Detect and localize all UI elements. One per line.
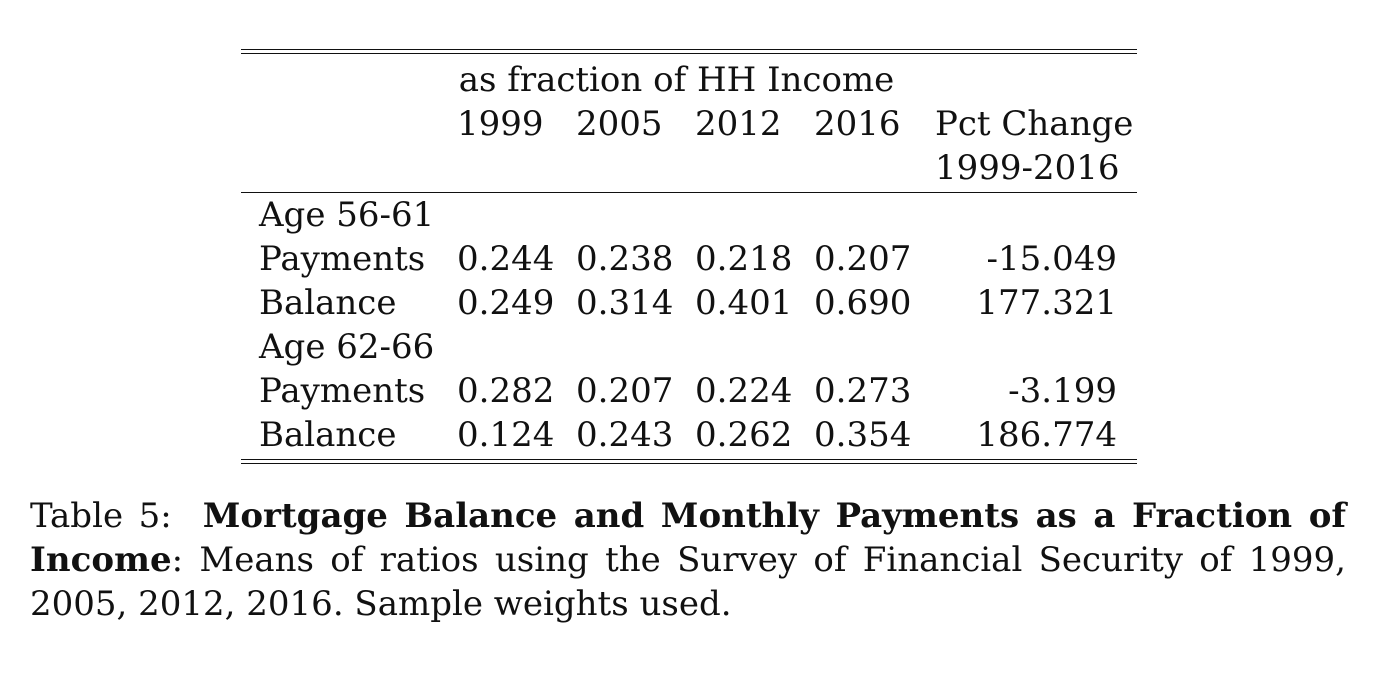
table-caption: Table 5: Mortgage Balance and Monthly Pa… <box>30 494 1346 626</box>
table-cell: 0.314 <box>576 283 674 323</box>
table-cell: 0.249 <box>457 283 555 323</box>
data-table: as fraction of HH Income 1999 2005 2012 … <box>241 49 1137 464</box>
table-cell: 0.282 <box>457 371 555 411</box>
table-row: Balance 0.124 0.243 0.262 0.354 186.774 <box>241 413 1137 457</box>
pct-change-cell: -3.199 <box>1008 371 1117 411</box>
table-cell: 0.218 <box>695 239 793 279</box>
pct-change-cell: 177.321 <box>976 283 1117 323</box>
table-cell: 0.243 <box>576 415 674 455</box>
pct-change-range-header: 1999-2016 <box>935 148 1120 188</box>
table-row: Payments 0.282 0.207 0.224 0.273 -3.199 <box>241 369 1137 413</box>
table-cell: 0.690 <box>814 283 912 323</box>
table-cell: 0.207 <box>814 239 912 279</box>
mid-rule <box>241 192 1137 193</box>
year-header-2005: 2005 <box>576 104 663 144</box>
row-label: Payments <box>259 239 426 279</box>
table-row: Payments 0.244 0.238 0.218 0.207 -15.049 <box>241 237 1137 281</box>
table-cell: 0.401 <box>695 283 793 323</box>
caption-prefix: Table 5: <box>30 496 172 536</box>
pct-change-cell: 186.774 <box>976 415 1117 455</box>
table-cell: 0.262 <box>695 415 793 455</box>
pct-change-cell: -15.049 <box>986 239 1117 279</box>
year-header-2012: 2012 <box>695 104 782 144</box>
group-row: Age 56-61 <box>241 193 1137 237</box>
top-rule <box>241 49 1137 54</box>
table-cell: 0.224 <box>695 371 793 411</box>
group-row: Age 62-66 <box>241 325 1137 369</box>
header-row-spanner: as fraction of HH Income <box>241 58 1137 102</box>
row-label: Payments <box>259 371 426 411</box>
header-row-range: 1999-2016 <box>241 146 1137 190</box>
table-cell: 0.124 <box>457 415 555 455</box>
pct-change-header: Pct Change <box>935 104 1134 144</box>
year-header-2016: 2016 <box>814 104 901 144</box>
table-cell: 0.354 <box>814 415 912 455</box>
group-label: Age 56-61 <box>259 195 435 235</box>
caption-title: Mortgage Balance and Monthly Payments as… <box>30 496 1346 580</box>
table-cell: 0.273 <box>814 371 912 411</box>
table-cell: 0.238 <box>576 239 674 279</box>
year-header-1999: 1999 <box>457 104 544 144</box>
caption-text: : Means of ratios using the Survey of Fi… <box>30 540 1346 624</box>
row-label: Balance <box>259 283 397 323</box>
table-cell: 0.244 <box>457 239 555 279</box>
header-row-years: 1999 2005 2012 2016 Pct Change <box>241 102 1137 146</box>
table-row: Balance 0.249 0.314 0.401 0.690 177.321 <box>241 281 1137 325</box>
row-label: Balance <box>259 415 397 455</box>
table-cell: 0.207 <box>576 371 674 411</box>
bottom-rule <box>241 459 1137 464</box>
group-label: Age 62-66 <box>259 327 435 367</box>
spanner-header: as fraction of HH Income <box>458 60 895 100</box>
